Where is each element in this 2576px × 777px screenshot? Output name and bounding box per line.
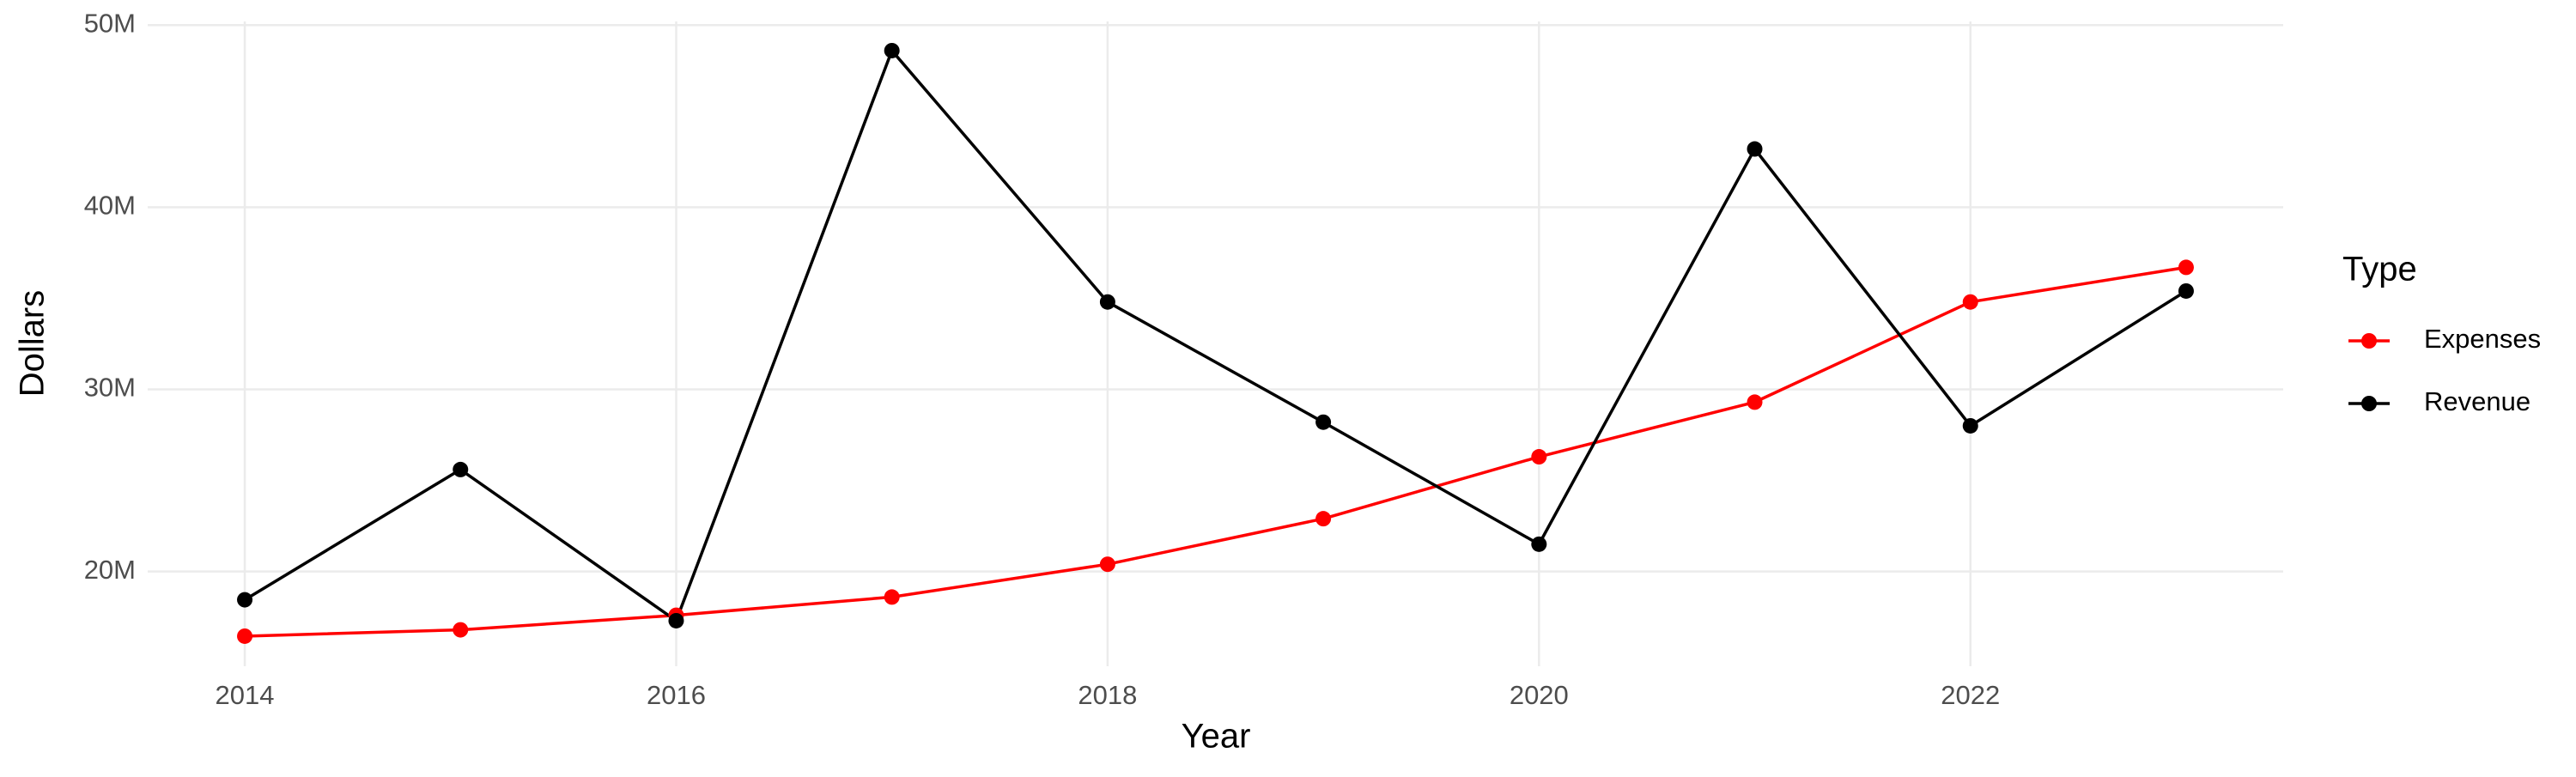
x-tick-label: 2018 bbox=[1078, 680, 1137, 710]
data-point bbox=[237, 592, 253, 608]
data-point bbox=[1747, 141, 1763, 157]
y-axis-title: Dollars bbox=[14, 290, 52, 397]
x-tick-label: 2016 bbox=[647, 680, 706, 710]
legend-title: Type bbox=[2342, 251, 2417, 288]
data-point bbox=[237, 628, 253, 644]
legend-item: Expenses bbox=[2348, 324, 2541, 354]
x-tick-label: 2020 bbox=[1510, 680, 1569, 710]
legend-item: Revenue bbox=[2348, 386, 2530, 416]
data-point bbox=[1099, 294, 1115, 310]
data-point bbox=[1747, 394, 1763, 410]
data-point bbox=[1962, 417, 1978, 434]
data-point bbox=[1315, 511, 1332, 527]
legend-label: Revenue bbox=[2424, 386, 2530, 416]
series-line bbox=[244, 49, 2187, 622]
x-axis-title: Year bbox=[1182, 718, 1251, 756]
series-line bbox=[244, 265, 2187, 638]
x-tick-label: 2022 bbox=[1941, 680, 2000, 710]
y-tick-label: 50M bbox=[84, 8, 136, 38]
legend-key-point bbox=[2361, 333, 2377, 349]
data-point bbox=[884, 589, 900, 605]
legend-label: Expenses bbox=[2424, 324, 2541, 354]
y-tick-label: 30M bbox=[84, 373, 136, 403]
data-point bbox=[884, 42, 900, 58]
data-point bbox=[1531, 449, 1547, 465]
data-point bbox=[453, 461, 469, 477]
data-point bbox=[1315, 414, 1332, 430]
data-point bbox=[1962, 294, 1978, 310]
data-point bbox=[1099, 556, 1115, 573]
y-tick-label: 20M bbox=[84, 555, 136, 585]
data-point bbox=[668, 612, 684, 628]
y-tick-label: 40M bbox=[84, 191, 136, 221]
x-tick-label: 2014 bbox=[216, 680, 275, 710]
data-point bbox=[2178, 282, 2194, 299]
data-point bbox=[2178, 259, 2194, 276]
legend-key-point bbox=[2361, 396, 2377, 411]
data-point bbox=[453, 622, 469, 638]
data-point bbox=[1531, 536, 1547, 552]
grid bbox=[148, 21, 2283, 666]
